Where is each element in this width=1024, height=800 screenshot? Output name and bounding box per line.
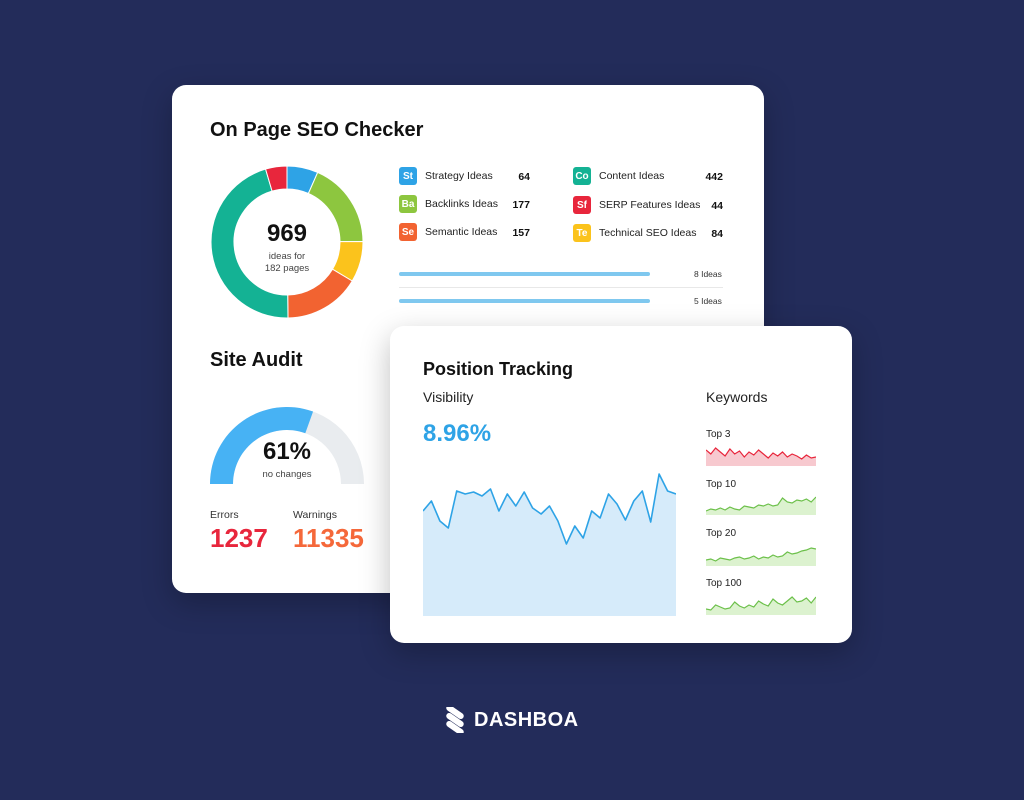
sparkline-line [706,596,816,611]
keyword-group-label: Top 3 [706,429,731,440]
legend-item-semantic[interactable]: Se Semantic Ideas [399,222,497,242]
site-audit-gauge: 61% no changes [210,407,364,484]
ideas-bar [399,299,650,303]
sparkline-line [706,547,816,562]
sparkline-area [706,448,816,466]
position-tracking-title: Position Tracking [423,359,574,379]
donut-segment-co [210,168,289,319]
divider [399,287,723,288]
seo-checker-title: On Page SEO Checker [210,119,424,141]
donut-total: 969 [267,220,307,247]
legend-value: 64 [518,171,530,183]
top20-sparkline [706,547,816,566]
visibility-value: 8.96% [423,420,492,447]
sparkline-line [706,447,816,460]
donut-segment-ba [307,171,364,243]
donut-segment-se [287,268,353,319]
strategy-badge: St [399,167,417,185]
legend-value: 44 [711,200,723,212]
visibility-area [423,474,676,616]
ideas-bar-label: 5 Ideas [694,296,722,306]
brand-name: DASHBOA [474,708,579,731]
legend-item-strategy[interactable]: St Strategy Ideas [399,166,493,186]
legend-value: 157 [512,227,530,239]
content-badge: Co [573,167,591,185]
donut-segment-sf [264,165,288,192]
visibility-line [423,473,676,545]
errors-value: 1237 [210,523,268,553]
top10-sparkline [706,496,816,515]
top100-sparkline [706,596,816,615]
legend-label: Strategy Ideas [425,170,493,182]
site-audit-title: Site Audit [210,349,303,371]
legend-item-content[interactable]: Co Content Ideas [573,166,664,186]
top3-sparkline [706,447,816,466]
visibility-chart [423,473,676,616]
legend-label: Technical SEO Ideas [599,227,697,239]
donut-caption-line2: 182 pages [265,263,310,274]
legend-label: Semantic Ideas [425,226,498,238]
sparkline-line [706,496,816,512]
warnings-value: 11335 [293,523,364,553]
legend-value: 442 [705,171,723,183]
ideas-bar [399,272,650,276]
legend-value: 84 [711,228,723,240]
legend-label: Backlinks Ideas [425,198,498,210]
brand-logo: DASHBOA [442,707,579,733]
legend-item-serp[interactable]: Sf SERP Features Ideas [573,195,700,215]
legend-item-backlinks[interactable]: Ba Backlinks Ideas [399,194,498,214]
serp-badge: Sf [573,196,591,214]
visibility-label: Visibility [423,389,474,405]
brand-logo-icon [446,707,464,733]
errors-label: Errors [210,509,239,521]
donut-caption-line1: ideas for [269,251,305,262]
legend-label: Content Ideas [599,170,665,182]
legend-label: SERP Features Ideas [599,199,701,211]
sparkline-area [706,597,816,615]
gauge-value: 61% [263,438,311,465]
ideas-bar-label: 8 Ideas [694,269,722,279]
keyword-group-label: Top 100 [706,578,742,589]
ideas-donut-chart: 969 ideas for 182 pages [210,165,364,319]
gauge-fill [210,407,314,484]
sparkline-area [706,548,816,566]
gauge-caption: no changes [262,469,311,480]
keyword-group-label: Top 20 [706,528,737,539]
backlinks-badge: Ba [399,195,417,213]
position-tracking-card: Position Tracking Visibility 8.96% Keywo… [390,326,852,643]
technical-badge: Te [573,224,591,242]
legend-value: 177 [512,199,530,211]
keyword-group-label: Top 10 [706,479,737,490]
legend-item-technical[interactable]: Te Technical SEO Ideas [573,223,696,243]
semantic-badge: Se [399,223,417,241]
warnings-label: Warnings [293,509,337,521]
keywords-label: Keywords [706,389,768,405]
